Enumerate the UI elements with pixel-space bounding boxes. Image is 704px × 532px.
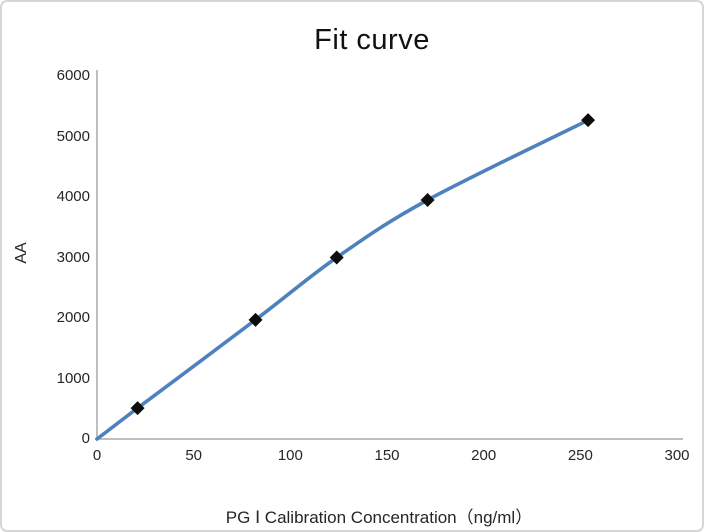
data-point-marker	[130, 401, 145, 416]
y-tick-label: 1000	[56, 369, 90, 387]
y-tick-label: 3000	[56, 248, 90, 266]
x-tick-label: 150	[374, 447, 400, 464]
y-tick-label: 0	[81, 430, 90, 447]
x-tick-label: 300	[664, 447, 690, 464]
x-axis-title: PG Ⅰ Calibration Concentration（ng/ml）	[225, 508, 533, 527]
data-point-marker	[248, 312, 263, 327]
y-tick-label: 5000	[56, 127, 90, 145]
x-tick-label: 50	[185, 447, 202, 464]
data-point-marker	[420, 193, 435, 208]
data-point-marker	[581, 113, 596, 128]
fit-curve-line	[95, 118, 590, 441]
x-tick-label: 100	[277, 447, 303, 464]
y-tick-label: 2000	[56, 309, 90, 326]
y-axis-title: AA	[13, 242, 30, 264]
x-tick-label: 250	[567, 447, 593, 464]
data-point-marker	[329, 250, 344, 265]
chart-title: Fit curve	[314, 24, 430, 56]
y-tick-label: 6000	[56, 67, 90, 84]
x-tick-label: 200	[471, 447, 497, 464]
x-tick-label: 0	[92, 447, 102, 464]
y-tick-label: 4000	[56, 188, 90, 205]
